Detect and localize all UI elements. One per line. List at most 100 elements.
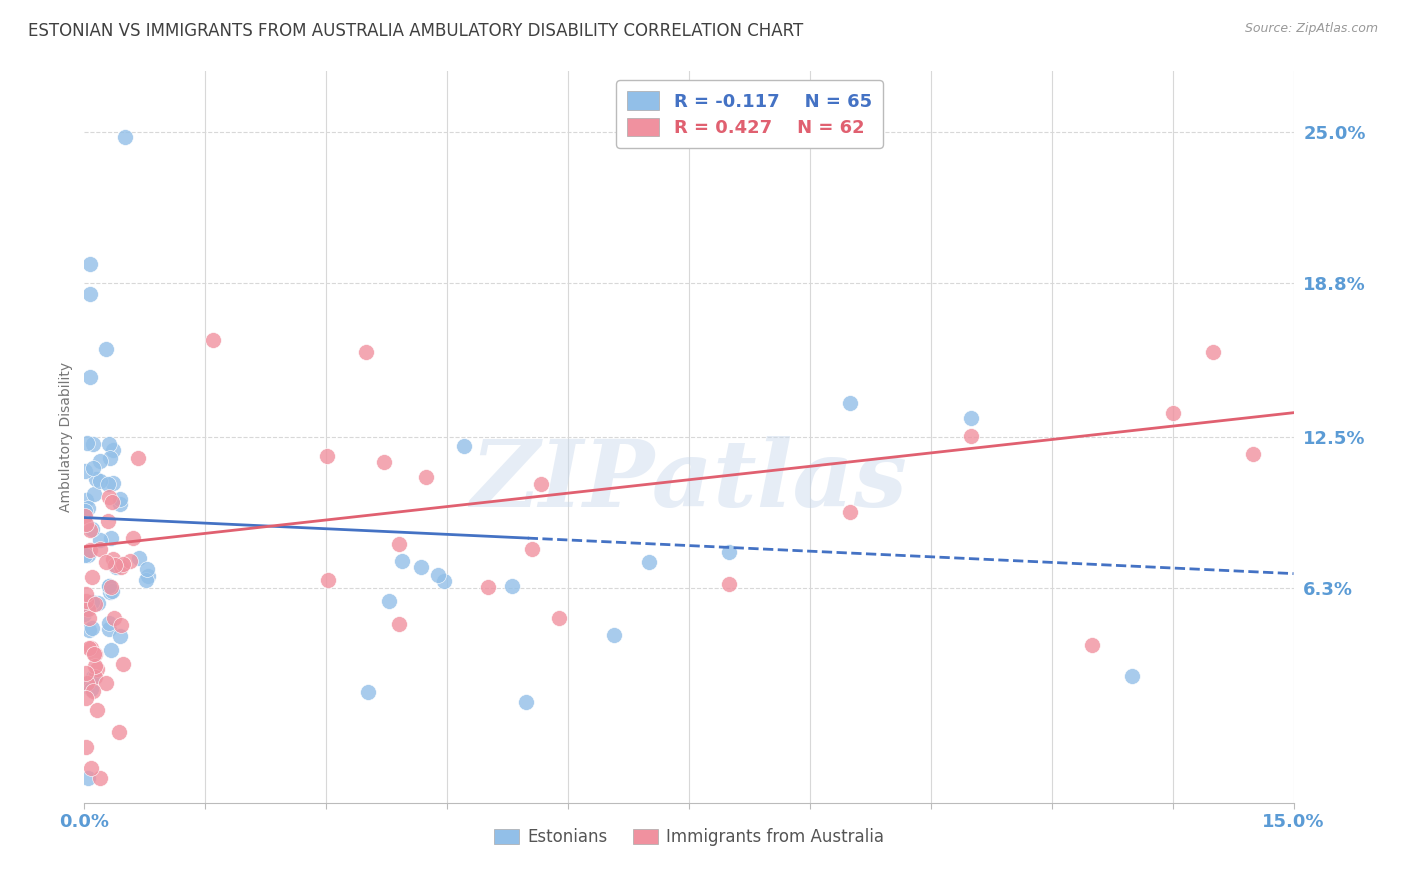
Point (357, 684, 380, 698)
Point (77, 675, 100, 690)
Point (520, 542, 543, 557)
Point (77, 772, 100, 786)
Point (73, 464, 96, 478)
Point (1161, 406, 1184, 420)
Point (79, 257, 101, 271)
Point (100, 643, 122, 657)
Point (1081, 639, 1104, 653)
Point (718, 577, 741, 591)
Point (530, 477, 553, 491)
Point (94, 555, 117, 569)
Point (110, 497, 132, 511)
Point (86, 595, 108, 609)
Point (1241, 447, 1264, 461)
Point (84, 658, 107, 673)
Point (960, 429, 983, 443)
Point (103, 611, 125, 625)
Point (80, 681, 103, 696)
Point (79, 369, 101, 384)
Point (97, 623, 120, 637)
Point (202, 333, 225, 347)
Point (98, 579, 121, 593)
Point (433, 574, 456, 588)
Point (98, 451, 121, 466)
Point (89, 475, 111, 489)
Point (98, 579, 121, 593)
Y-axis label: Ambulatory Disability: Ambulatory Disability (59, 362, 73, 512)
Point (84, 472, 107, 486)
Point (98, 585, 121, 599)
Point (86, 662, 108, 676)
Point (79, 524, 101, 538)
Point (77, 602, 100, 616)
Point (103, 552, 125, 566)
Point (98, 437, 121, 451)
Point (388, 537, 411, 551)
Point (718, 544, 741, 558)
Point (82, 670, 104, 684)
Point (603, 627, 626, 641)
Point (110, 560, 132, 574)
Point (101, 495, 124, 509)
Point (76, 501, 98, 516)
Point (82, 461, 104, 475)
Point (110, 629, 132, 643)
Point (373, 455, 395, 469)
Point (83, 669, 105, 683)
Point (75, 587, 97, 601)
Point (1121, 668, 1143, 682)
Point (121, 531, 143, 545)
Point (548, 611, 571, 625)
Point (80, 570, 103, 584)
Point (427, 567, 450, 582)
Point (77, 610, 100, 624)
Point (501, 579, 523, 593)
Point (111, 657, 134, 671)
Point (76, 549, 98, 563)
Point (135, 561, 157, 575)
Point (97, 477, 120, 491)
Point (84, 648, 107, 662)
Point (82, 621, 104, 635)
Text: Source: ZipAtlas.com: Source: ZipAtlas.com (1244, 22, 1378, 36)
Point (104, 560, 127, 574)
Point (637, 556, 659, 570)
Point (960, 410, 983, 425)
Point (89, 454, 111, 468)
Point (94, 676, 117, 690)
Point (114, 130, 136, 145)
Point (100, 531, 122, 545)
Point (83, 647, 105, 661)
Point (75, 690, 97, 705)
Point (75, 504, 97, 518)
Point (80, 523, 103, 537)
Point (108, 491, 131, 506)
Point (316, 450, 339, 464)
Point (136, 569, 159, 583)
Point (79, 543, 101, 558)
Point (79, 287, 101, 301)
Point (111, 558, 134, 572)
Point (73, 607, 96, 621)
Text: ZIPatlas: ZIPatlas (471, 436, 907, 526)
Point (82, 684, 104, 698)
Point (75, 492, 97, 507)
Point (515, 695, 537, 709)
Point (75, 509, 97, 524)
Point (97, 514, 120, 528)
Point (75, 548, 97, 562)
Point (453, 439, 475, 453)
Point (83, 597, 105, 611)
Point (75, 666, 97, 681)
Point (75, 593, 97, 607)
Point (409, 560, 432, 574)
Point (101, 584, 124, 599)
Point (97, 615, 120, 630)
Point (316, 573, 339, 587)
Text: ESTONIAN VS IMMIGRANTS FROM AUSTRALIA AMBULATORY DISABILITY CORRELATION CHART: ESTONIAN VS IMMIGRANTS FROM AUSTRALIA AM… (28, 22, 803, 40)
Point (89, 533, 111, 548)
Point (77, 640, 100, 655)
Point (120, 554, 142, 568)
Point (89, 772, 111, 786)
Point (83, 487, 105, 501)
